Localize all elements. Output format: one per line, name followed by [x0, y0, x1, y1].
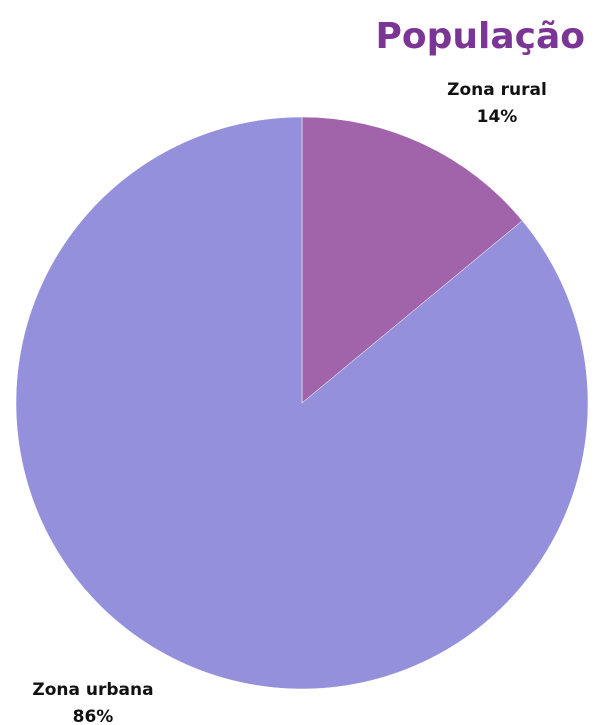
- chart-title: População: [375, 16, 585, 57]
- slice-label: Zona urbana: [32, 680, 153, 700]
- slice-value-label: 86%: [73, 707, 114, 725]
- slice-value-label: 14%: [477, 107, 518, 127]
- slice-label: Zona rural: [447, 80, 547, 100]
- pie-slice: [15, 116, 589, 690]
- pie-slice: [301, 116, 523, 404]
